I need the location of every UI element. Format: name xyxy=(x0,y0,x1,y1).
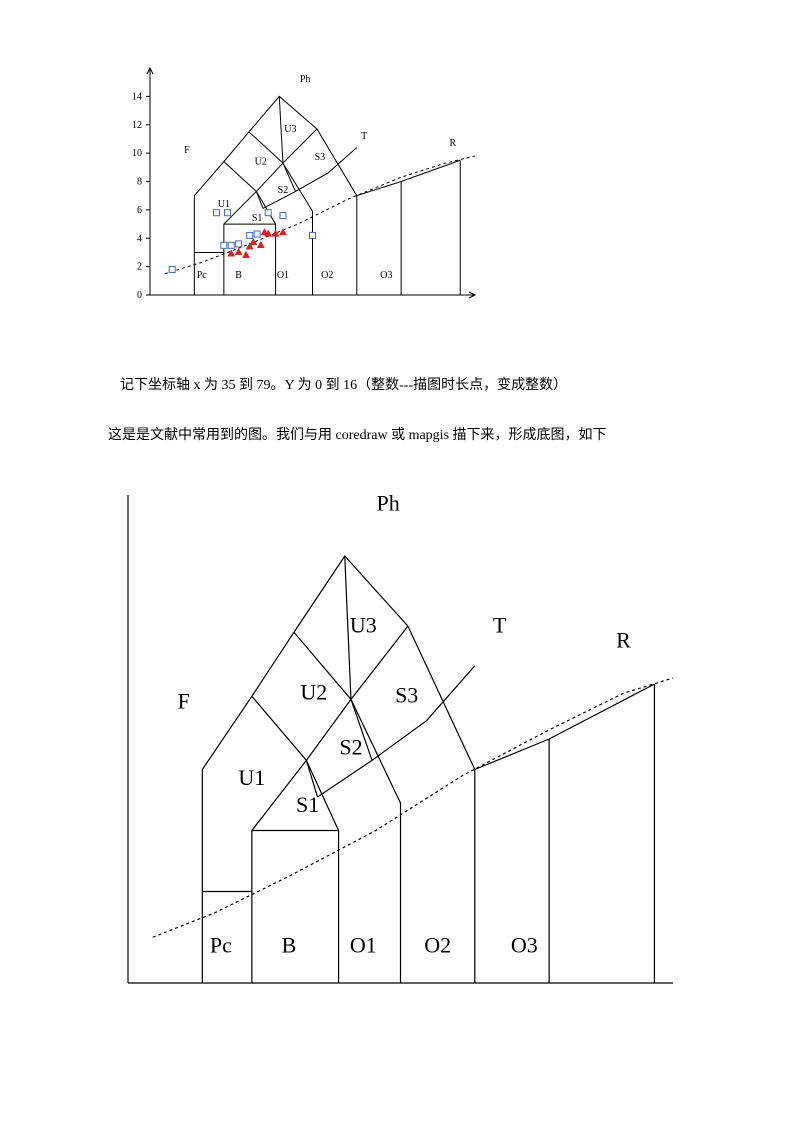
svg-text:10: 10 xyxy=(132,148,142,159)
svg-text:12: 12 xyxy=(132,120,142,131)
svg-text:F: F xyxy=(184,145,190,156)
svg-text:O2: O2 xyxy=(321,270,333,281)
svg-text:U3: U3 xyxy=(284,124,296,135)
svg-text:S2: S2 xyxy=(278,185,289,196)
svg-text:T: T xyxy=(493,612,507,637)
svg-text:Pc: Pc xyxy=(210,933,232,958)
tas-chart-with-data: 0 2 4 6 8 10 12 14 F Pc B O1 O2 O3 S1 S2 S3 U1 U2 U3 Ph T R xyxy=(115,60,485,310)
svg-text:Ph: Ph xyxy=(300,74,311,85)
svg-text:F: F xyxy=(178,689,190,714)
description-text: 这是是文献中常用到的图。我们与用 coredraw 或 mapgis 描下来，形… xyxy=(108,425,607,447)
svg-text:O1: O1 xyxy=(350,933,377,958)
svg-text:T: T xyxy=(361,131,367,142)
tas-chart-template: F Pc B O1 O2 O3 S1 S2 S3 U1 U2 U3 Ph T R xyxy=(108,475,683,995)
svg-text:U2: U2 xyxy=(300,679,327,704)
svg-text:S3: S3 xyxy=(395,682,418,707)
svg-text:O1: O1 xyxy=(277,270,289,281)
svg-text:U2: U2 xyxy=(255,156,267,167)
svg-text:O2: O2 xyxy=(424,933,451,958)
svg-text:8: 8 xyxy=(137,177,142,188)
svg-text:B: B xyxy=(235,270,242,281)
svg-text:2: 2 xyxy=(137,262,142,273)
svg-text:R: R xyxy=(450,138,457,149)
svg-text:S2: S2 xyxy=(339,734,362,759)
svg-text:U3: U3 xyxy=(350,612,377,637)
svg-text:R: R xyxy=(616,628,631,653)
svg-text:U1: U1 xyxy=(238,765,265,790)
svg-text:S1: S1 xyxy=(296,792,319,817)
svg-text:S3: S3 xyxy=(315,152,326,163)
svg-text:U1: U1 xyxy=(218,199,230,210)
svg-text:O3: O3 xyxy=(380,270,392,281)
svg-text:Pc: Pc xyxy=(197,270,208,281)
svg-text:O3: O3 xyxy=(511,933,538,958)
svg-text:S1: S1 xyxy=(252,213,263,224)
svg-text:0: 0 xyxy=(137,290,142,301)
axis-note-text: 记下坐标轴 x 为 35 到 79。Y 为 0 到 16（整数---描图时长点，… xyxy=(120,375,567,397)
svg-text:14: 14 xyxy=(132,91,142,102)
svg-text:B: B xyxy=(282,933,297,958)
svg-text:4: 4 xyxy=(137,233,142,244)
svg-text:6: 6 xyxy=(137,205,142,216)
svg-text:Ph: Ph xyxy=(376,490,399,515)
